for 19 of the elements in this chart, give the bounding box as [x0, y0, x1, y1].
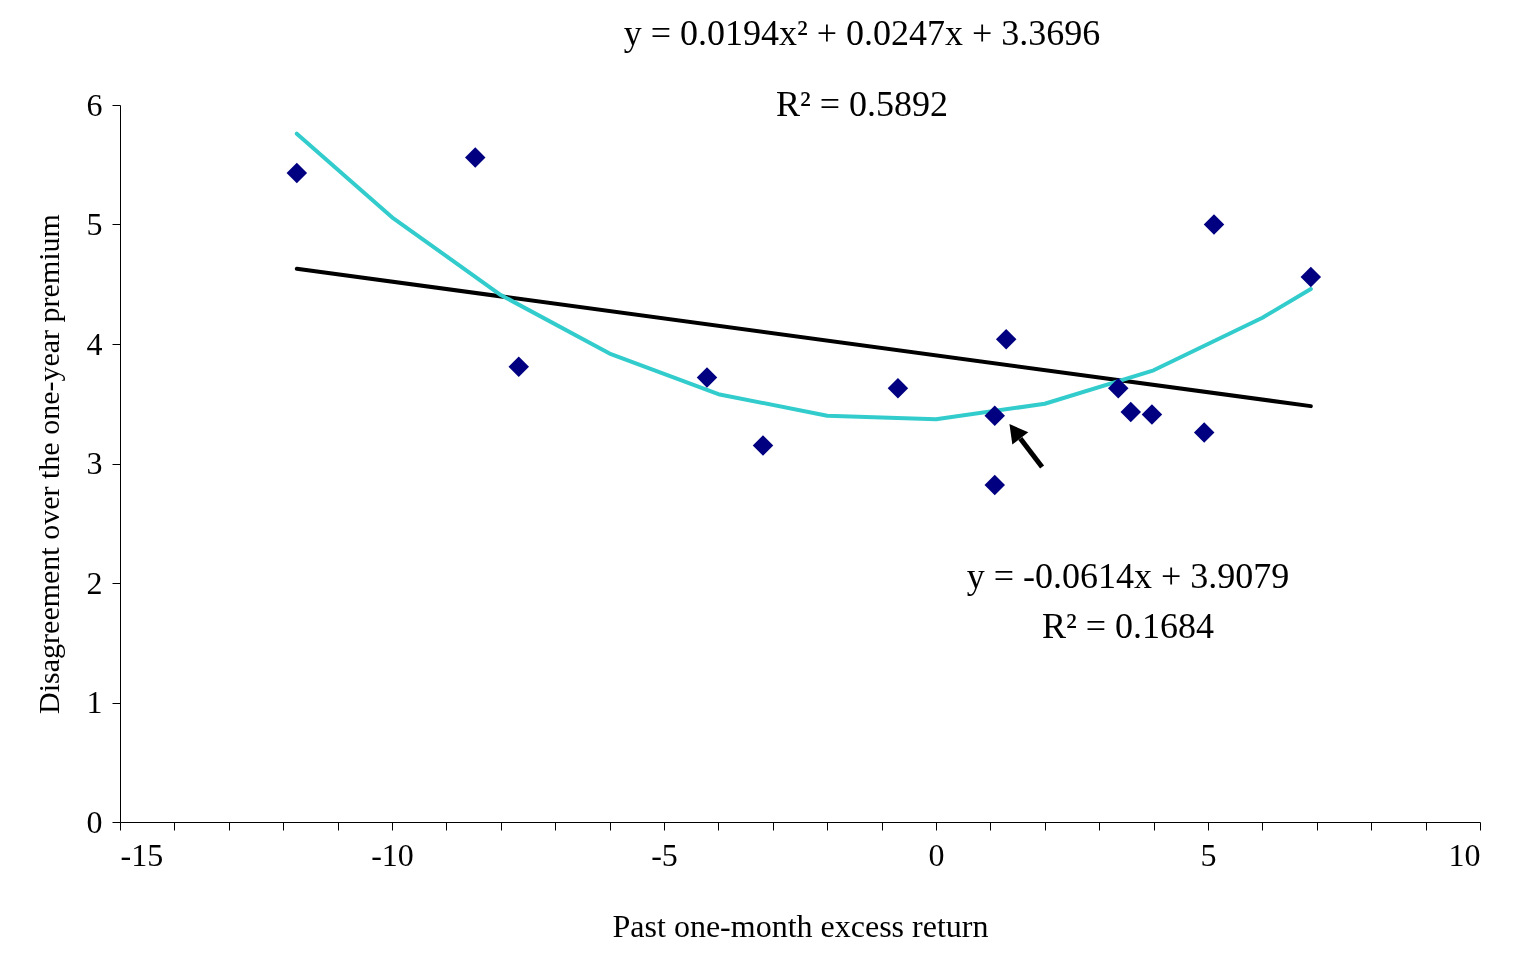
x-tick-label: -5	[651, 836, 678, 873]
y-tick-label: 3	[86, 445, 103, 481]
y-tick-label: 4	[86, 325, 103, 362]
y-axis-title: Disagreement over the one-year premium	[31, 214, 65, 714]
y-tick-label: 1	[86, 684, 103, 720]
text: y = 0.0194x² + 0.0247x + 3.3696	[623, 13, 1101, 54]
x-axis-title: Past one-month excess return	[612, 907, 989, 944]
y-tick-label: 0	[86, 803, 103, 840]
annotation: y = -0.0614x + 3.9079	[966, 556, 1290, 597]
x-tick-label: -15	[120, 836, 164, 873]
y-tick-label: 5	[86, 206, 103, 242]
x-tick-label: 10	[1448, 836, 1481, 873]
annotation: R² = 0.5892	[775, 84, 949, 125]
y-tick-label: 2	[86, 564, 103, 601]
y-tick-label: 6	[86, 86, 103, 123]
x-tick-label: 5	[1200, 836, 1217, 873]
annotation: R² = 0.1684	[1041, 606, 1215, 647]
x-tick-label: 0	[928, 836, 945, 873]
x-tick-label: -10	[371, 836, 414, 873]
